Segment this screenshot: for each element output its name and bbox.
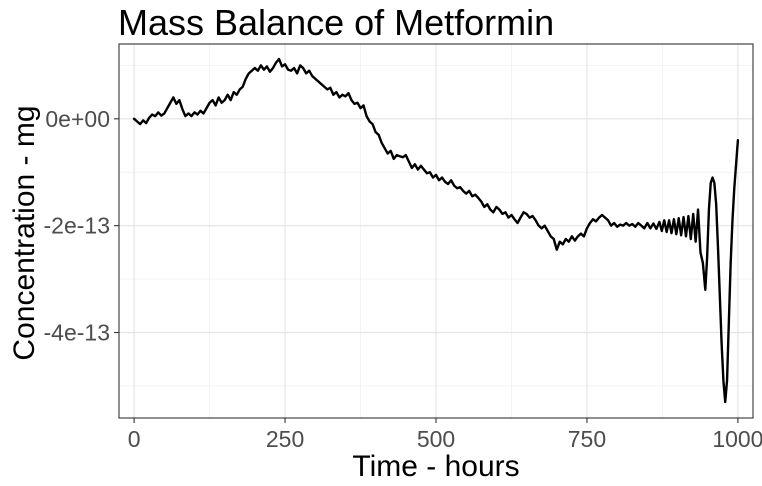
axis-ticks: 0 250 500 750 1000 0e+00 -2e-13 -4e-13 — [44, 106, 762, 452]
x-tick-label: 250 — [266, 426, 304, 452]
y-tick-label: -2e-13 — [44, 213, 110, 239]
y-tick-label: 0e+00 — [45, 106, 110, 132]
series-line — [132, 57, 740, 404]
grid — [119, 44, 753, 418]
x-tick-label: 500 — [417, 426, 455, 452]
x-tick-label: 1000 — [712, 426, 762, 452]
x-tick-label: 0 — [128, 426, 141, 452]
y-tick-label: -4e-13 — [44, 320, 110, 346]
chart-title: Mass Balance of Metformin — [118, 2, 555, 43]
x-axis-title: Time - hours — [352, 450, 519, 483]
x-tick-label: 750 — [568, 426, 606, 452]
y-axis-title: Concentration - mg — [8, 105, 41, 360]
series-line-layer — [132, 57, 740, 404]
